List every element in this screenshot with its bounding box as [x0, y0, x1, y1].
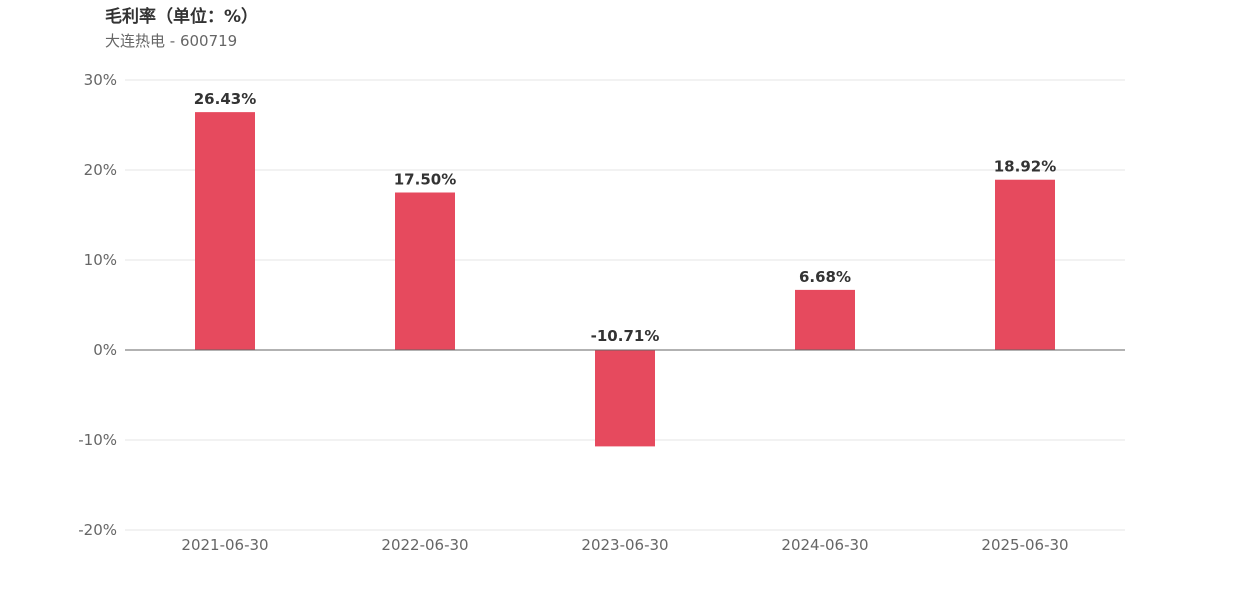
bars: [195, 112, 1055, 447]
data-labels: 26.43% 17.50% -10.71% 6.68% 18.92%: [194, 90, 1056, 345]
x-axis-ticks: 2021-06-30 2022-06-30 2023-06-30 2024-06-30…: [181, 536, 1068, 554]
gridlines: [125, 79, 1125, 531]
bar: [995, 179, 1055, 350]
y-tick-label: 10%: [84, 251, 117, 269]
data-label: 17.50%: [394, 171, 456, 189]
data-label: 18.92%: [994, 158, 1056, 176]
bar: [195, 112, 255, 350]
data-label: 26.43%: [194, 90, 256, 108]
x-tick-label: 2022-06-30: [381, 536, 468, 554]
x-tick-label: 2024-06-30: [781, 536, 868, 554]
y-tick-label: -10%: [78, 431, 117, 449]
bar: [595, 350, 655, 447]
x-tick-label: 2025-06-30: [981, 536, 1068, 554]
y-axis-ticks: -20% -10% 0% 10% 20% 30%: [78, 71, 117, 539]
bar: [395, 192, 455, 350]
chart-title: 毛利率（单位：%）: [105, 7, 259, 27]
bar: [795, 289, 855, 350]
x-tick-label: 2023-06-30: [581, 536, 668, 554]
x-tick-label: 2021-06-30: [181, 536, 268, 554]
y-tick-label: 0%: [93, 341, 117, 359]
data-label: 6.68%: [799, 268, 851, 286]
data-label: -10.71%: [591, 327, 660, 345]
y-tick-label: 20%: [84, 161, 117, 179]
y-tick-label: 30%: [84, 71, 117, 89]
chart-subtitle: 大连热电 - 600719: [105, 32, 238, 50]
y-tick-label: -20%: [78, 521, 117, 539]
